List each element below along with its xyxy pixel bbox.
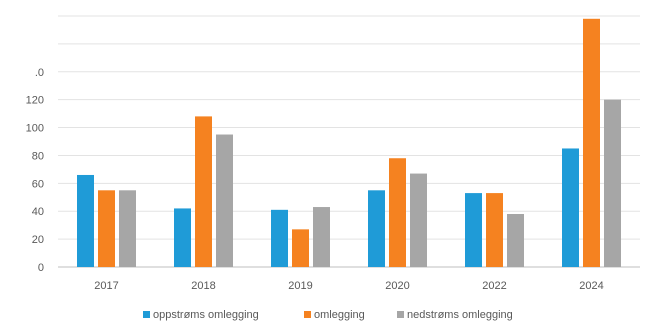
bar-2024-series-2	[583, 18, 600, 267]
legend-label: oppstrøms omlegging	[153, 309, 259, 321]
y-tick-label: .0	[35, 67, 44, 79]
legend-swatch	[397, 311, 404, 318]
legend-swatch	[304, 311, 311, 318]
y-tick-label: 100	[26, 123, 44, 135]
x-tick-label: 2019	[288, 280, 312, 292]
bar-2019-series-1	[271, 209, 288, 267]
bar-2022-series-3	[507, 214, 524, 267]
bar-2022-series-2	[486, 193, 503, 267]
bar-2017-series-2	[98, 190, 115, 267]
y-tick-label: 80	[32, 150, 44, 162]
legend-label: omlegging	[314, 309, 365, 321]
y-tick-label: 60	[32, 178, 44, 190]
bar-2019-series-2	[292, 229, 309, 267]
legend-swatch	[143, 311, 150, 318]
bar-2017-series-3	[119, 190, 136, 267]
bar-2020-series-2	[389, 158, 406, 267]
bar-2020-series-3	[410, 173, 427, 267]
bar-2018-series-2	[195, 116, 212, 268]
y-tick-label: 0	[38, 262, 44, 274]
y-tick-label: 40	[32, 206, 44, 218]
bar-2018-series-3	[216, 134, 233, 267]
x-tick-label: 2018	[191, 280, 215, 292]
x-tick-label: 2020	[385, 280, 409, 292]
bar-2020-series-1	[368, 190, 385, 267]
legend-label: nedstrøms omlegging	[407, 309, 513, 321]
x-tick-label: 2024	[579, 280, 603, 292]
x-tick-label: 2022	[482, 280, 506, 292]
bar-2017-series-1	[77, 174, 94, 267]
bar-2018-series-1	[174, 208, 191, 267]
y-tick-label: 20	[32, 234, 44, 246]
bar-2024-series-3	[604, 99, 621, 268]
x-tick-label: 2017	[94, 280, 118, 292]
bar-2019-series-3	[313, 207, 330, 267]
bar-2022-series-1	[465, 193, 482, 267]
y-tick-label: 120	[26, 95, 44, 107]
bar-2024-series-1	[562, 148, 579, 267]
